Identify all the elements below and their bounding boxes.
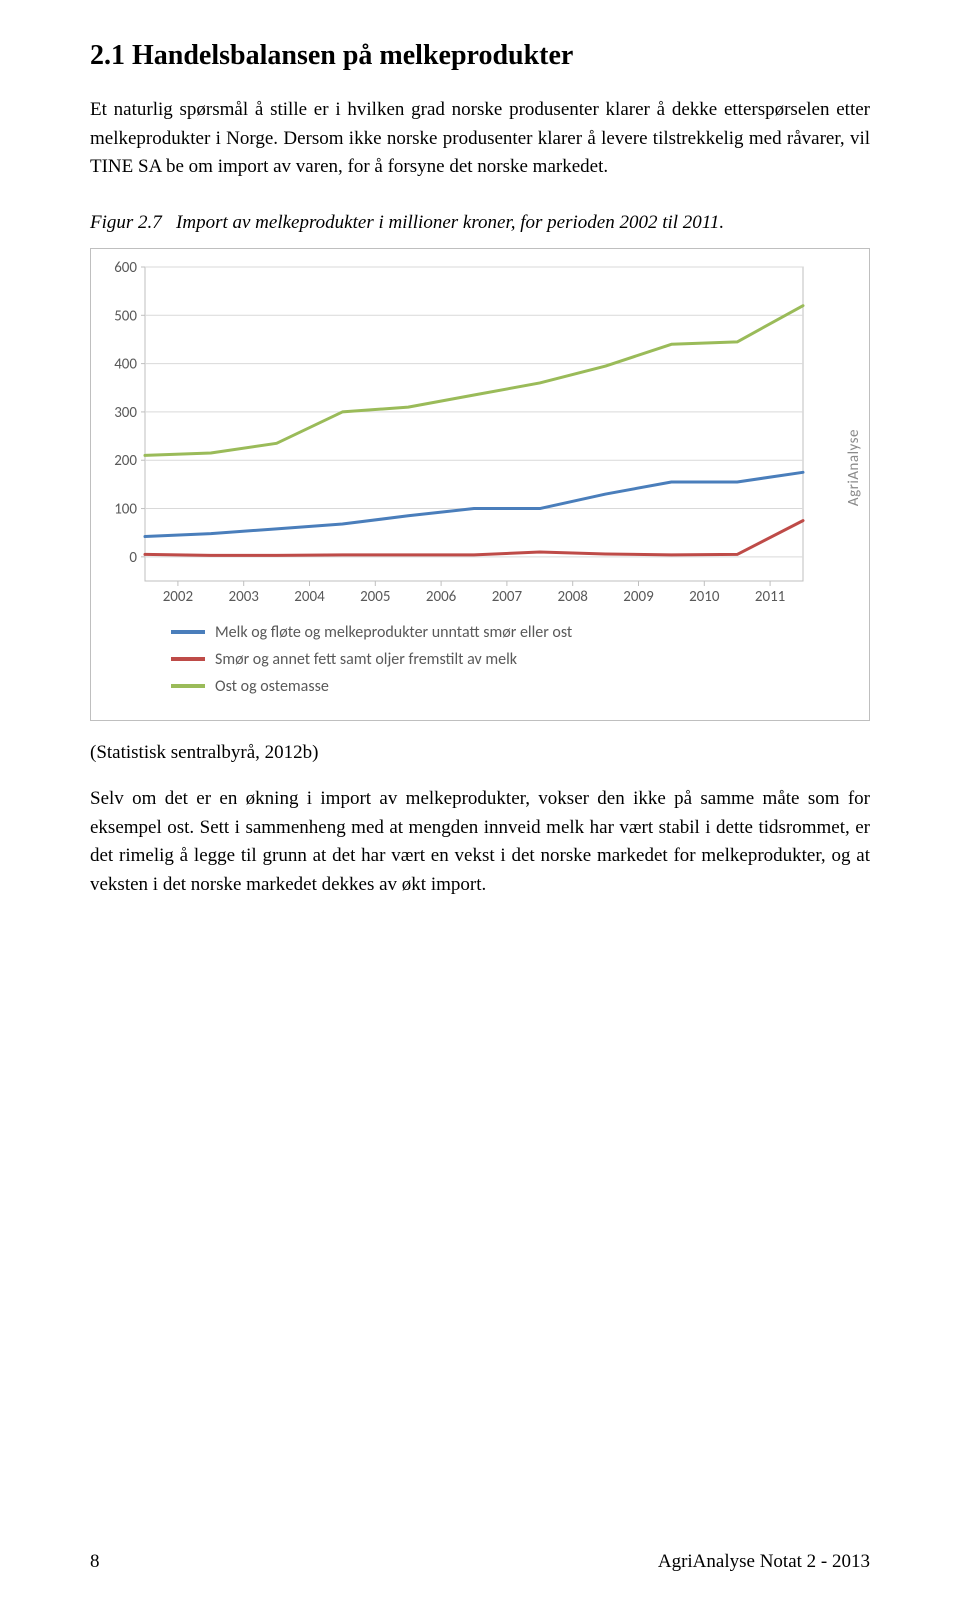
svg-text:2004: 2004 <box>294 588 325 606</box>
svg-text:0: 0 <box>129 548 137 566</box>
svg-text:2007: 2007 <box>492 588 523 606</box>
svg-text:2006: 2006 <box>426 588 457 606</box>
legend-item: Melk og fløte og melkeprodukter unntatt … <box>171 623 865 642</box>
svg-text:200: 200 <box>114 452 137 470</box>
page-footer: 8 AgriAnalyse Notat 2 - 2013 <box>90 1551 870 1573</box>
svg-text:500: 500 <box>114 307 137 325</box>
legend-swatch <box>171 657 205 661</box>
section-title: 2.1 Handelsbalansen på melkeprodukter <box>90 40 870 72</box>
legend-label: Melk og fløte og melkeprodukter unntatt … <box>215 623 572 642</box>
legend-label: Ost og ostemasse <box>215 677 329 696</box>
svg-text:2009: 2009 <box>623 588 654 606</box>
document-page: 2.1 Handelsbalansen på melkeprodukter Et… <box>0 0 960 1605</box>
svg-text:300: 300 <box>114 403 137 421</box>
figure-caption: Figur 2.7 Import av melkeprodukter i mil… <box>90 212 870 234</box>
legend-item: Smør og annet fett samt oljer fremstilt … <box>171 650 865 669</box>
chart-legend: Melk og fløte og melkeprodukter unntatt … <box>171 623 865 696</box>
legend-swatch <box>171 684 205 688</box>
publication-info: AgriAnalyse Notat 2 - 2013 <box>658 1551 870 1573</box>
svg-text:100: 100 <box>114 500 137 518</box>
svg-text:600: 600 <box>114 259 137 277</box>
svg-text:2002: 2002 <box>163 588 193 606</box>
paragraph-2: Selv om det er en økning i import av mel… <box>90 785 870 899</box>
svg-text:2010: 2010 <box>689 588 720 606</box>
figure-caption-text: Import av melkeprodukter i millioner kro… <box>176 212 724 233</box>
paragraph-1: Et naturlig spørsmål å stille er i hvilk… <box>90 96 870 182</box>
figure-source: (Statistisk sentralbyrå, 2012b) <box>90 739 870 768</box>
svg-text:2005: 2005 <box>360 588 390 606</box>
page-number: 8 <box>90 1551 100 1573</box>
chart-container: AgriAnalyse 0 100 200 300 400 500 600 2002 2003 2… <box>90 248 870 721</box>
svg-text:2008: 2008 <box>557 588 587 606</box>
chart-watermark: AgriAnalyse <box>845 429 863 506</box>
figure-label: Figur 2.7 <box>90 212 162 233</box>
legend-swatch <box>171 630 205 634</box>
svg-text:2003: 2003 <box>228 588 259 606</box>
line-chart: 0 100 200 300 400 500 600 2002 2003 2004 2005 2006 2… <box>95 259 833 609</box>
legend-item: Ost og ostemasse <box>171 677 865 696</box>
svg-text:400: 400 <box>114 355 137 373</box>
legend-label: Smør og annet fett samt oljer fremstilt … <box>215 650 517 669</box>
svg-text:2011: 2011 <box>755 588 785 606</box>
